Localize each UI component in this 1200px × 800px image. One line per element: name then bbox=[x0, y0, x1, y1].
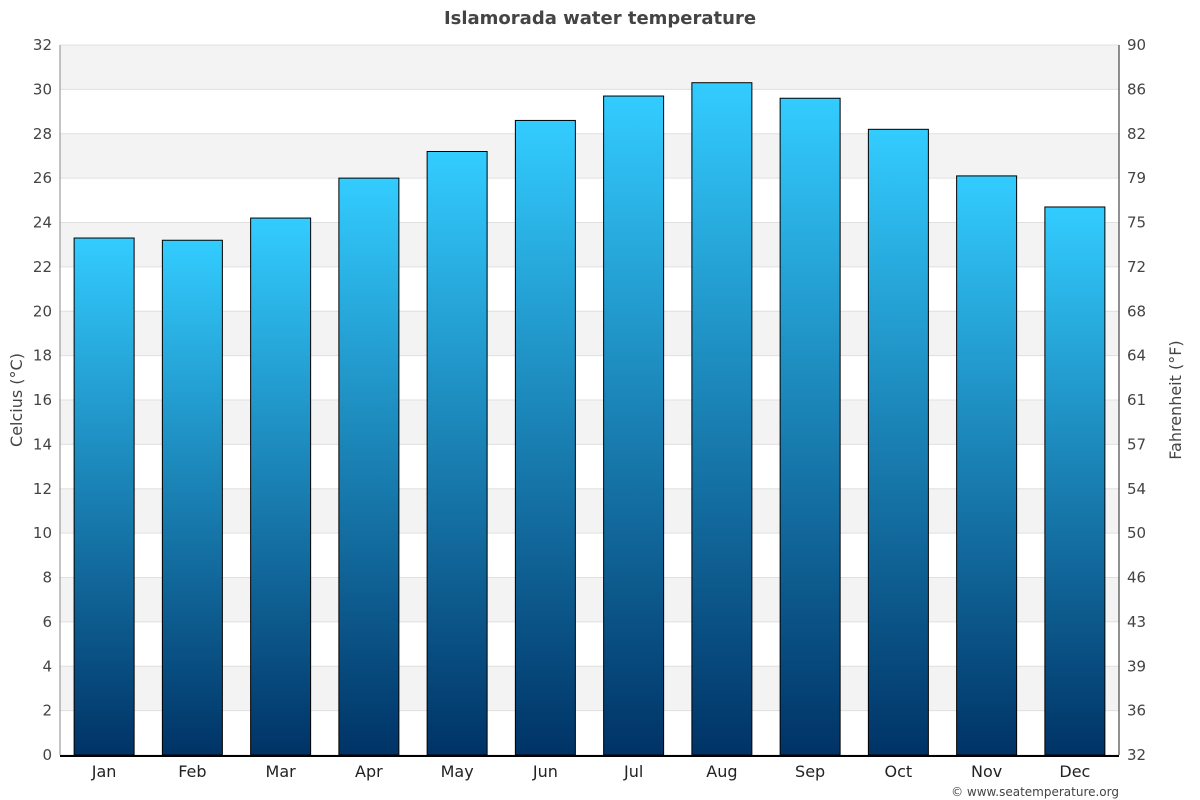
bar-aug bbox=[691, 82, 753, 756]
bar-dec bbox=[1044, 206, 1106, 756]
y-tick-label: 20 bbox=[33, 302, 52, 320]
y-tick-label: 0 bbox=[42, 746, 52, 764]
x-tick-label: Sep bbox=[795, 762, 825, 781]
y2-tick-label: 79 bbox=[1127, 169, 1146, 187]
y-tick-label: 26 bbox=[33, 169, 52, 187]
x-tick-label: Jul bbox=[623, 762, 643, 781]
y2-tick-label: 43 bbox=[1127, 613, 1146, 631]
y-tick-label: 6 bbox=[42, 613, 52, 631]
y-tick-label: 22 bbox=[33, 258, 52, 276]
bar-oct bbox=[867, 128, 929, 756]
x-tick-label: Apr bbox=[355, 762, 383, 781]
y2-tick-label: 61 bbox=[1127, 391, 1146, 409]
y-tick-label: 12 bbox=[33, 480, 52, 498]
y-tick-label: 28 bbox=[33, 125, 52, 143]
grid-band bbox=[60, 577, 1119, 622]
y-tick-label: 24 bbox=[33, 214, 52, 232]
y-tick-label: 16 bbox=[33, 391, 52, 409]
bar-may bbox=[426, 151, 488, 756]
bar-jun bbox=[514, 119, 576, 756]
grid-band bbox=[60, 311, 1119, 356]
y2-tick-label: 90 bbox=[1127, 36, 1146, 54]
x-tick-label: Oct bbox=[885, 762, 913, 781]
bar-feb bbox=[161, 239, 223, 756]
x-tick-label: Nov bbox=[971, 762, 1002, 781]
y2-tick-label: 72 bbox=[1127, 258, 1146, 276]
y2-tick-label: 75 bbox=[1127, 214, 1146, 232]
y2-tick-label: 64 bbox=[1127, 347, 1146, 365]
bar-jan bbox=[73, 237, 135, 756]
y-tick-label: 8 bbox=[42, 569, 52, 587]
y-tick-label: 32 bbox=[33, 36, 52, 54]
y2-tick-label: 32 bbox=[1127, 746, 1146, 764]
y-axis-label: Celcius (°C) bbox=[7, 353, 26, 447]
y2-axis-label: Fahrenheit (°F) bbox=[1166, 340, 1185, 459]
bar-apr bbox=[338, 177, 400, 756]
y-tick-label: 18 bbox=[33, 347, 52, 365]
y-tick-label: 10 bbox=[33, 524, 52, 542]
y2-tick-label: 82 bbox=[1127, 125, 1146, 143]
grid-band bbox=[60, 400, 1119, 445]
x-tick-label: May bbox=[441, 762, 474, 781]
x-tick-label: Jan bbox=[91, 762, 117, 781]
x-tick-label: Dec bbox=[1059, 762, 1090, 781]
x-tick-label: Jun bbox=[532, 762, 558, 781]
bar-jul bbox=[603, 95, 665, 756]
y-tick-label: 30 bbox=[33, 80, 52, 98]
y2-tick-label: 86 bbox=[1127, 80, 1146, 98]
y-tick-label: 2 bbox=[42, 702, 52, 720]
y2-tick-label: 46 bbox=[1127, 569, 1146, 587]
chart-title: Islamorada water temperature bbox=[444, 8, 756, 29]
bar-mar bbox=[250, 217, 312, 756]
y2-tick-label: 39 bbox=[1127, 657, 1146, 675]
x-tick-label: Mar bbox=[266, 762, 297, 781]
credit-link[interactable]: © www.seatemperature.org bbox=[951, 785, 1119, 799]
bar-sep bbox=[779, 97, 841, 756]
grid-band bbox=[60, 222, 1119, 267]
x-tick-label: Aug bbox=[706, 762, 737, 781]
y2-tick-label: 36 bbox=[1127, 702, 1146, 720]
grid-band bbox=[60, 488, 1119, 534]
y-tick-label: 4 bbox=[42, 657, 52, 675]
y2-tick-label: 68 bbox=[1127, 302, 1146, 320]
y-tick-label: 14 bbox=[33, 435, 52, 453]
grid-band bbox=[60, 45, 1119, 90]
y2-tick-label: 54 bbox=[1127, 480, 1146, 498]
bar-nov bbox=[956, 175, 1018, 756]
grid-band bbox=[60, 133, 1119, 179]
grid-band bbox=[60, 666, 1119, 711]
x-tick-label: Feb bbox=[178, 762, 206, 781]
y2-tick-label: 50 bbox=[1127, 524, 1146, 542]
y2-tick-label: 57 bbox=[1127, 435, 1146, 453]
